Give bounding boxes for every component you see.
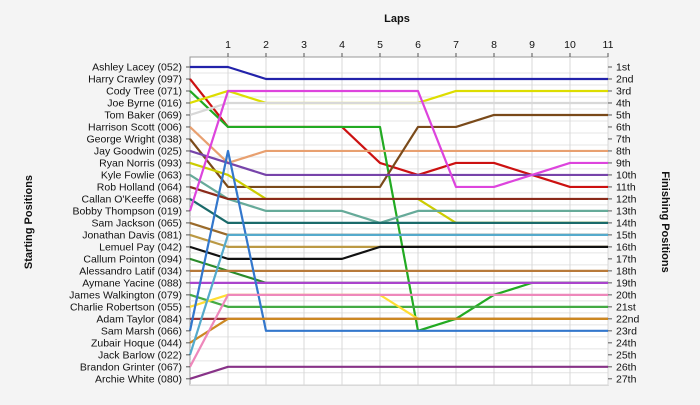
finish-label: 16th [616, 241, 637, 253]
finish-label: 13th [616, 205, 637, 217]
plot-area [189, 56, 609, 386]
lap-tick-label: 9 [529, 39, 535, 51]
starting-position-labels: Ashley Lacey (052)Harry Crawley (097)Cod… [69, 61, 190, 385]
lap-tick-label: 11 [603, 39, 614, 51]
finish-label: 5th [616, 109, 631, 121]
lap-tick-label: 4 [339, 39, 345, 51]
chart-grid [189, 56, 609, 386]
start-label: James Walkington (079) [69, 289, 182, 301]
start-label: Archie White (080) [95, 373, 182, 385]
start-label: Zubair Hoque (044) [91, 337, 182, 349]
lap-ticks: 1 2 3 4 5 6 7 8 9 10 11 [225, 39, 614, 57]
start-label: Sam Jackson (065) [92, 217, 182, 229]
finish-label: 23rd [616, 325, 637, 337]
lap-tick-label: 8 [491, 39, 497, 51]
start-label: Alessandro Latif (034) [79, 265, 182, 277]
start-label: Callan O'Keeffe (068) [82, 193, 182, 205]
series-line [188, 233, 608, 356]
finish-label: 14th [616, 217, 637, 229]
y-axis-title-left: Starting Positions [23, 175, 35, 269]
start-label: Cody Tree (071) [106, 85, 182, 97]
series-line [190, 65, 608, 81]
series-line [189, 101, 608, 117]
start-label: Kyle Fowlie (063) [101, 169, 182, 181]
finish-label: 10th [616, 169, 637, 181]
start-label: Harry Crawley (097) [88, 73, 182, 85]
finish-label: 17th [616, 253, 637, 265]
start-label: Callum Pointon (094) [83, 253, 182, 265]
start-label: Sam Marsh (066) [101, 325, 182, 337]
finish-label: 27th [616, 373, 637, 385]
finish-label: 21st [616, 301, 636, 313]
start-label: Aymane Yacine (088) [82, 277, 182, 289]
finish-label: 4th [616, 97, 631, 109]
finish-label: 24th [616, 337, 637, 349]
finish-label: 15th [616, 229, 637, 241]
series-lines [188, 65, 608, 380]
start-label: Adam Taylor (084) [96, 313, 182, 325]
lap-tick-label: 5 [377, 39, 383, 51]
series-line [189, 113, 608, 189]
start-label: Ryan Norris (093) [99, 157, 182, 169]
finish-label: 2nd [616, 73, 634, 85]
start-label: George Wright (038) [86, 133, 182, 145]
finish-label: 12th [616, 193, 637, 205]
series-line [189, 293, 608, 368]
series-line [188, 149, 608, 332]
lap-tick-label: 6 [415, 39, 421, 51]
finish-label: 25th [616, 349, 637, 361]
series-line [189, 174, 608, 225]
start-label: Charlie Robertson (055) [70, 301, 182, 313]
start-label: Lemuel Pay (042) [99, 241, 182, 253]
finish-label: 1st [616, 61, 630, 73]
start-label: Rob Holland (064) [97, 181, 182, 193]
start-label: Jonathan Davis (081) [82, 229, 182, 241]
finish-label: 11th [616, 181, 636, 193]
finish-label: 22nd [616, 313, 640, 325]
series-line [188, 89, 608, 212]
finish-label: 20th [616, 289, 637, 301]
lap-tick-label: 1 [225, 39, 231, 51]
finish-label: 18th [616, 265, 637, 277]
start-label: Jay Goodwin (025) [94, 145, 182, 157]
series-line [189, 185, 608, 201]
finishing-position-labels: 1st2nd3rd4th5th6th7th8th9th10th11th12th1… [608, 61, 640, 385]
start-label: Ashley Lacey (052) [92, 61, 182, 73]
finish-label: 26th [616, 361, 637, 373]
finish-label: 3rd [616, 85, 631, 97]
series-line [189, 317, 608, 344]
lap-tick-label: 7 [453, 39, 459, 51]
finish-label: 6th [616, 121, 631, 133]
lap-tick-label: 3 [301, 39, 307, 51]
lap-tick-label: 2 [263, 39, 269, 51]
series-line [189, 197, 608, 225]
finish-label: 19th [616, 277, 637, 289]
series-line [189, 126, 608, 165]
start-label: Bobby Thompson (019) [72, 205, 182, 217]
finish-label: 7th [616, 133, 631, 145]
x-axis-title: Laps [384, 13, 410, 25]
start-label: Brandon Grinter (067) [80, 361, 182, 373]
y-axis-title-right: Finishing Positions [659, 171, 671, 272]
start-label: Joe Byrne (016) [107, 97, 182, 109]
finish-label: 8th [616, 145, 631, 157]
start-label: Jack Barlow (022) [98, 349, 182, 361]
series-line [189, 245, 608, 260]
series-line [189, 149, 608, 177]
series-line [189, 365, 608, 380]
lap-tick-label: 10 [564, 39, 576, 51]
finish-label: 9th [616, 157, 631, 169]
start-label: Harrison Scott (006) [88, 121, 182, 133]
start-label: Tom Baker (069) [104, 109, 182, 121]
